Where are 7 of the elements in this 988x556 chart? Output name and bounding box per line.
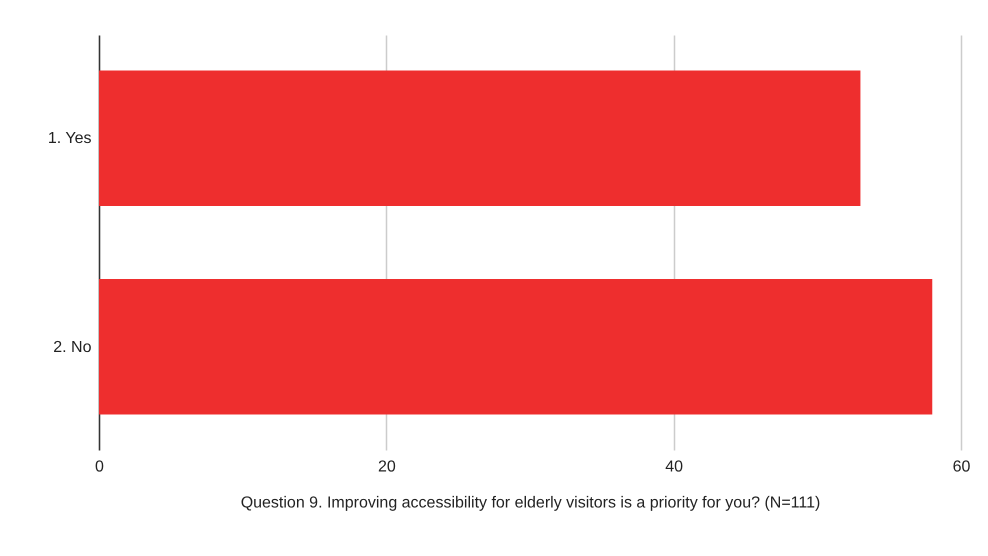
- x-tick-label: 40: [665, 458, 684, 476]
- x-tick-label: 60: [952, 458, 970, 476]
- x-tick-label: 0: [95, 458, 104, 476]
- y-tick-label: 1. Yes: [48, 130, 92, 148]
- x-tick-label: 20: [378, 458, 396, 476]
- x-axis-title: Question 9. Improving accessibility for elderly visitors is a priority for you? (N=111): [240, 494, 820, 512]
- y-tick-label: 2. No: [53, 338, 92, 356]
